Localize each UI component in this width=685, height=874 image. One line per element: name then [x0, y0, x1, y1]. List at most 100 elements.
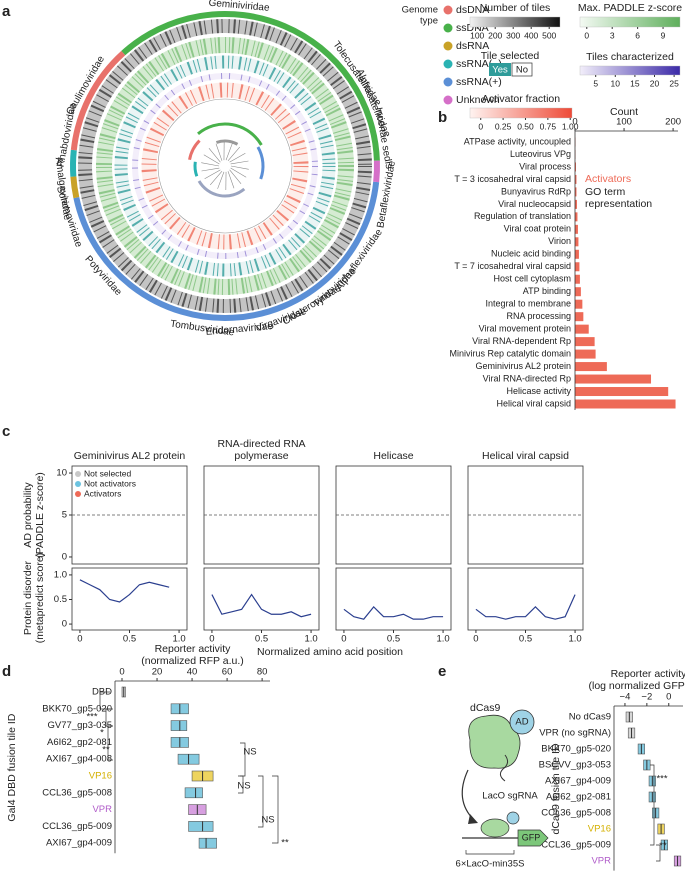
tree-branch: [230, 165, 249, 170]
category-label: Viral movement protein: [479, 324, 571, 334]
ring-texture: [114, 55, 336, 277]
dcas9-shape: [468, 714, 521, 769]
option-yes: [489, 63, 511, 76]
tick-label: 80: [257, 667, 268, 678]
category-label: Geminivirus AL2 protein: [475, 361, 571, 371]
category-label: CCL36_gp5-008: [42, 787, 112, 798]
category-label: CCL36_gp5-009: [42, 821, 112, 832]
axis-title: (metapredict score): [34, 553, 46, 643]
plot-frame: [335, 567, 452, 631]
tick-label: 0.5: [123, 634, 136, 645]
sgrna: [499, 754, 509, 782]
tick-label: −4: [620, 692, 631, 703]
category-label: GV77_gp3-035: [48, 720, 112, 731]
ring: [141, 82, 309, 250]
category-label: A6I62_gp2-081: [47, 737, 112, 748]
option-no: [511, 62, 533, 77]
legend-title: Activator fraction: [482, 93, 560, 105]
bar: [575, 187, 577, 197]
tick-label: 0: [119, 667, 124, 678]
option-label: Yes: [492, 65, 508, 76]
tick-label: 1.0: [172, 634, 185, 645]
panel-label: b: [438, 109, 447, 126]
category-label: T = 7 icosahedral viral capsid: [454, 261, 571, 271]
tick-label: 10: [611, 78, 621, 88]
legend-title: Tiles characterized: [586, 51, 674, 63]
tick-label: 0: [473, 634, 478, 645]
tick-label: 100: [470, 30, 484, 40]
legend-label: Not activators: [84, 478, 136, 488]
arrowhead: [468, 814, 478, 824]
tick-label: 0: [77, 634, 82, 645]
arrow: [461, 769, 475, 821]
tick-label: 10: [56, 468, 67, 479]
sig-label: *: [100, 728, 104, 739]
sig-label: ***: [656, 774, 667, 785]
sig-bracket: [258, 775, 264, 828]
sig-label: NS: [261, 815, 274, 826]
ring-texture: [132, 73, 318, 259]
subplot-title: Helical viral capsid: [482, 450, 569, 462]
bar: [575, 212, 578, 222]
box: [198, 837, 217, 849]
disorder-line: [343, 605, 444, 620]
panel-label: e: [438, 663, 446, 680]
subplot-title: Helicase: [373, 450, 413, 462]
legend-label: Not selected: [84, 468, 132, 478]
tree-branch: [230, 160, 249, 165]
axis-title: Reporter activity: [611, 668, 685, 680]
category-label: AXI67_gp4-008: [46, 754, 112, 765]
axis-title: Normalized amino acid position: [257, 646, 403, 658]
plot-frame: [467, 567, 584, 631]
tree-branch: [217, 171, 225, 189]
legend-swatch: [75, 491, 81, 497]
option-label: No: [516, 65, 528, 76]
tick-label: 0: [666, 692, 671, 703]
bar: [575, 237, 579, 247]
ring-texture: [96, 37, 354, 295]
tick-label: 0: [584, 30, 589, 40]
bar: [575, 349, 596, 359]
legend-label: Activators: [84, 488, 121, 498]
bar: [575, 399, 676, 409]
category-label: Regulation of translation: [474, 211, 571, 221]
disorder-line: [475, 594, 576, 620]
sig-label: **: [102, 745, 110, 756]
bar: [575, 162, 576, 172]
subplot-title: RNA-directed RNA: [217, 438, 305, 450]
genome-ring: [70, 149, 77, 177]
sig-label: NS: [237, 781, 250, 792]
axis-title: (log normalized GFP a.u.): [588, 680, 685, 692]
panel-label: d: [2, 663, 11, 680]
tick-label: 1.0: [436, 634, 449, 645]
category-label: VPR: [591, 856, 611, 867]
tree-branch: [227, 146, 241, 161]
category-label: VPR: [92, 804, 112, 815]
tick-label: 400: [524, 30, 538, 40]
dcas9-bound: [480, 818, 510, 838]
bar: [575, 299, 583, 309]
tick-label: 9: [661, 30, 666, 40]
genome-ring: [70, 176, 80, 199]
tree-arc: [197, 180, 246, 198]
diagram-label: GFP: [522, 832, 541, 842]
legend-title: Max. PADDLE z-score: [578, 2, 682, 14]
axis-title: AD probability: [22, 482, 34, 548]
category-label: ATPase activity, uncoupled: [464, 136, 571, 146]
tree-arc: [188, 139, 201, 161]
genome-ring: [373, 160, 380, 183]
ring-outline: [157, 98, 293, 234]
category-label: RNA processing: [506, 311, 571, 321]
sig-label: ***: [86, 712, 97, 723]
tick-label: 0: [341, 634, 346, 645]
axis-title: (PADDLE z-score): [34, 472, 46, 558]
color-bar: [579, 16, 681, 28]
tick-label: 0: [572, 117, 577, 128]
tick-label: 0.50: [517, 121, 534, 131]
genome-ring: [70, 50, 126, 151]
sig-label: **: [281, 838, 289, 849]
axis-title: Gal4 DBD fusion tile ID: [6, 713, 18, 821]
bar: [575, 337, 595, 347]
genome-ring: [121, 11, 380, 161]
tick-label: 0.25: [495, 121, 512, 131]
